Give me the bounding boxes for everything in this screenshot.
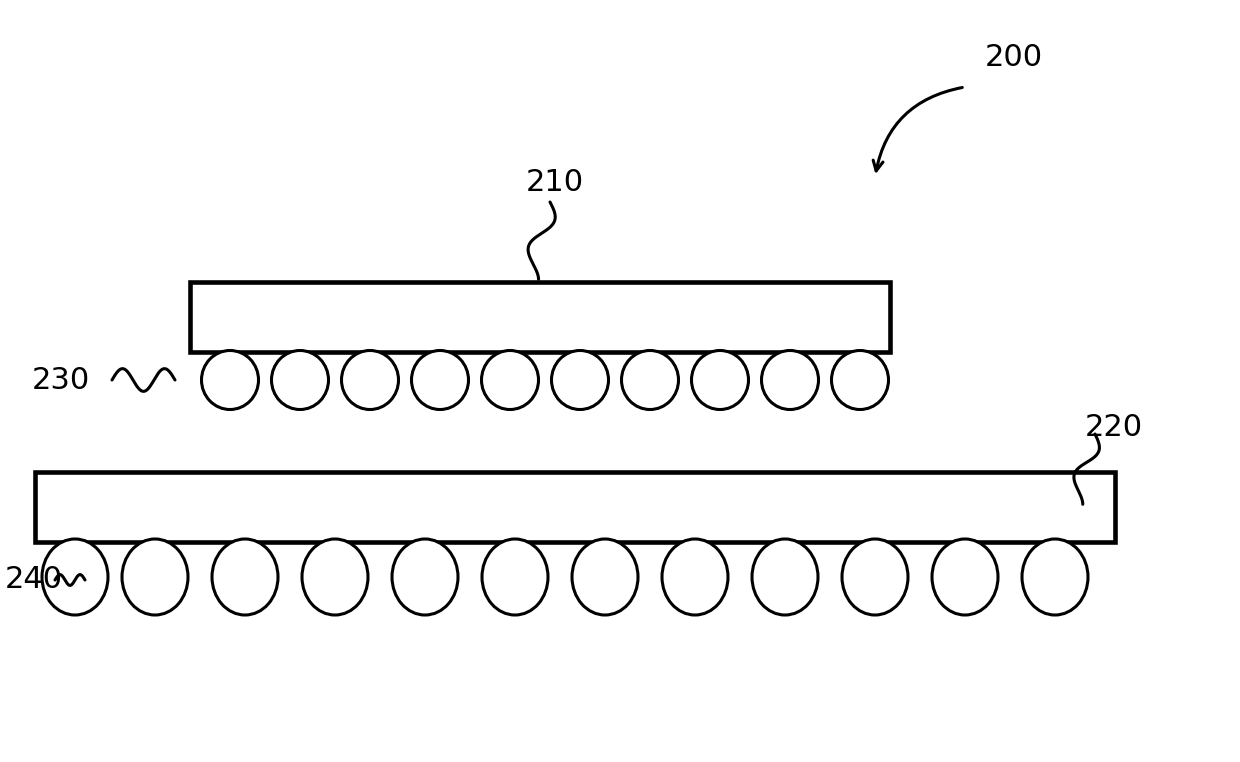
Bar bbox=[190, 282, 890, 352]
Ellipse shape bbox=[751, 539, 818, 615]
Ellipse shape bbox=[272, 351, 329, 409]
Ellipse shape bbox=[42, 539, 108, 615]
Ellipse shape bbox=[761, 351, 818, 409]
Text: 220: 220 bbox=[1085, 412, 1143, 441]
Ellipse shape bbox=[662, 539, 728, 615]
Ellipse shape bbox=[212, 539, 278, 615]
Ellipse shape bbox=[482, 539, 548, 615]
Ellipse shape bbox=[202, 351, 258, 409]
Ellipse shape bbox=[341, 351, 398, 409]
Ellipse shape bbox=[481, 351, 538, 409]
Ellipse shape bbox=[842, 539, 908, 615]
Ellipse shape bbox=[572, 539, 639, 615]
Ellipse shape bbox=[392, 539, 458, 615]
Ellipse shape bbox=[552, 351, 609, 409]
Ellipse shape bbox=[692, 351, 749, 409]
Ellipse shape bbox=[832, 351, 889, 409]
Text: 240: 240 bbox=[5, 565, 63, 594]
Bar bbox=[35, 472, 1115, 542]
Text: 200: 200 bbox=[985, 43, 1043, 72]
Ellipse shape bbox=[303, 539, 368, 615]
Ellipse shape bbox=[932, 539, 998, 615]
Ellipse shape bbox=[412, 351, 469, 409]
Ellipse shape bbox=[1022, 539, 1087, 615]
Ellipse shape bbox=[122, 539, 188, 615]
Text: 230: 230 bbox=[32, 366, 91, 395]
Text: 210: 210 bbox=[526, 168, 584, 197]
Ellipse shape bbox=[621, 351, 678, 409]
